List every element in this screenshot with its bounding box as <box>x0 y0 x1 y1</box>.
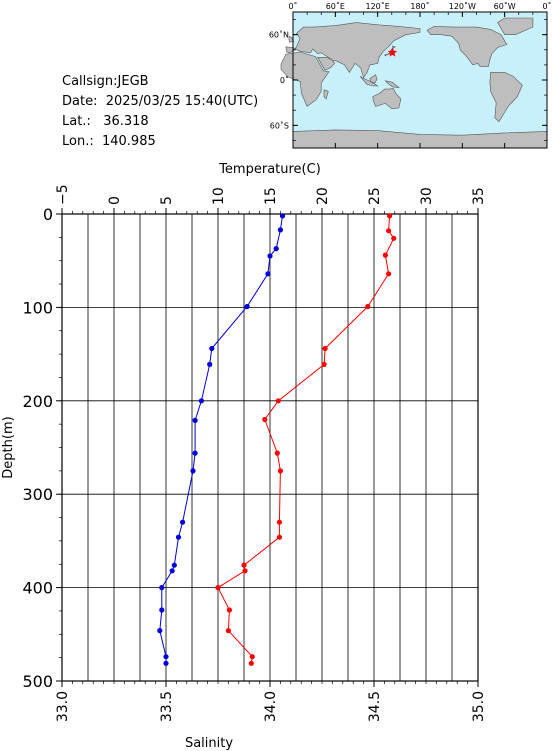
salinity-data-point <box>169 568 175 574</box>
salinity-data-point <box>265 271 271 277</box>
salinity-data-point <box>190 468 196 474</box>
salinity-data-point <box>171 562 177 568</box>
map-lon-label: 0˚ <box>288 1 297 11</box>
temperature-data-point <box>382 252 388 258</box>
map-landmass <box>384 45 397 57</box>
temperature-data-point <box>321 361 327 367</box>
salinity-tick-label: 34.0 <box>263 691 279 722</box>
temperature-data-point <box>262 416 268 423</box>
depth-tick-label: 200 <box>22 392 53 411</box>
temperature-tick-label: 0 <box>107 196 123 205</box>
depth-tick-label: 300 <box>22 485 53 504</box>
station-info: Callsign:JEGB Date: 2025/03/25 15:40(UTC… <box>62 72 258 152</box>
temperature-data-point <box>386 228 392 234</box>
temperature-tick-label: 35 <box>471 187 487 205</box>
temperature-data-point <box>391 235 397 241</box>
depth-tick-label: 100 <box>22 298 53 317</box>
salinity-data-point <box>209 345 215 352</box>
salinity-data-point <box>180 519 186 525</box>
salinity-tick-label: 33.0 <box>55 691 71 722</box>
salinity-tick-label: 33.5 <box>159 691 175 722</box>
map-landmass <box>359 75 379 87</box>
depth-tick-label: 0 <box>43 205 53 224</box>
temperature-data-point <box>242 568 248 574</box>
depth-tick-label: 400 <box>22 579 53 598</box>
salinity-data-point <box>163 660 169 666</box>
temperature-tick-label: 25 <box>367 187 383 205</box>
salinity-data-point <box>157 628 163 634</box>
map-landmass <box>497 17 534 35</box>
map-landmass <box>489 72 523 123</box>
map-lon-label: 120˚E <box>366 1 390 11</box>
map-lat-label: 60˚S <box>270 120 289 130</box>
latitude-text: Lat.: 36.318 <box>62 114 149 129</box>
map-lat-label: 60˚N <box>269 30 289 40</box>
temperature-data-point <box>215 585 221 591</box>
temperature-tick-label: 20 <box>315 187 331 205</box>
temperature-data-point <box>226 607 232 613</box>
map-landmass <box>285 22 421 79</box>
temperature-data-point <box>249 654 255 660</box>
salinity-data-point <box>273 246 279 252</box>
salinity-axis-label: Salinity <box>185 736 233 751</box>
map-lon-label: 60˚E <box>326 1 345 11</box>
salinity-data-point <box>192 417 198 423</box>
depth-axis-label: Depth(m) <box>1 416 16 478</box>
temperature-data-point <box>274 450 280 456</box>
salinity-data-point <box>159 607 165 613</box>
temperature-data-point <box>275 398 281 404</box>
temperature-data-point <box>276 519 282 525</box>
temperature-data-point <box>386 271 392 277</box>
salinity-data-point <box>159 585 165 591</box>
salinity-tick-label: 34.5 <box>367 691 383 722</box>
map-landmass <box>369 74 378 84</box>
temperature-tick-label: 10 <box>211 187 227 205</box>
temperature-data-point <box>225 628 231 634</box>
map-landmass <box>317 57 335 71</box>
temperature-data-point <box>248 660 254 666</box>
temperature-tick-label: −5 <box>55 184 71 205</box>
station-marker-icon <box>387 47 398 57</box>
salinity-data-point <box>279 213 286 219</box>
temperature-tick-label: 5 <box>159 196 175 205</box>
temperature-data-point <box>365 303 371 310</box>
salinity-data-point <box>267 253 273 259</box>
temperature-tick-label: 30 <box>419 187 435 205</box>
salinity-tick-label: 35.0 <box>471 691 487 722</box>
map-landmass <box>426 26 508 67</box>
salinity-data-point <box>192 450 198 456</box>
temperature-data-point <box>241 562 247 568</box>
map-landmass <box>323 89 329 100</box>
salinity-data-point <box>163 654 169 660</box>
map-landmass <box>384 80 400 89</box>
temperature-axis-label: Temperature(C) <box>218 162 321 177</box>
map-lon-label: 60˚W <box>494 1 516 11</box>
map-lat-label: 0˚ <box>280 75 289 85</box>
temperature-data-point <box>387 213 393 219</box>
callsign-text: Callsign:JEGB <box>62 74 149 89</box>
salinity-data-point <box>207 361 213 367</box>
temperature-data-point <box>276 534 282 540</box>
salinity-data-point <box>277 227 283 233</box>
temperature-tick-label: 15 <box>263 187 279 205</box>
temperature-data-point <box>277 468 283 474</box>
salinity-data-point <box>198 398 204 404</box>
map-landmass <box>372 87 402 110</box>
map-lon-label: 180˚ <box>410 1 429 11</box>
salinity-data-point <box>244 303 250 310</box>
map-lon-label: 0˚ <box>542 1 551 11</box>
temperature-data-point <box>322 345 328 352</box>
longitude-text: Lon.: 140.985 <box>62 134 156 149</box>
salinity-data-point <box>175 534 182 540</box>
depth-tick-label: 500 <box>22 672 53 691</box>
map-lon-label: 120˚W <box>449 1 476 11</box>
date-text: Date: 2025/03/25 15:40(UTC) <box>62 94 259 109</box>
